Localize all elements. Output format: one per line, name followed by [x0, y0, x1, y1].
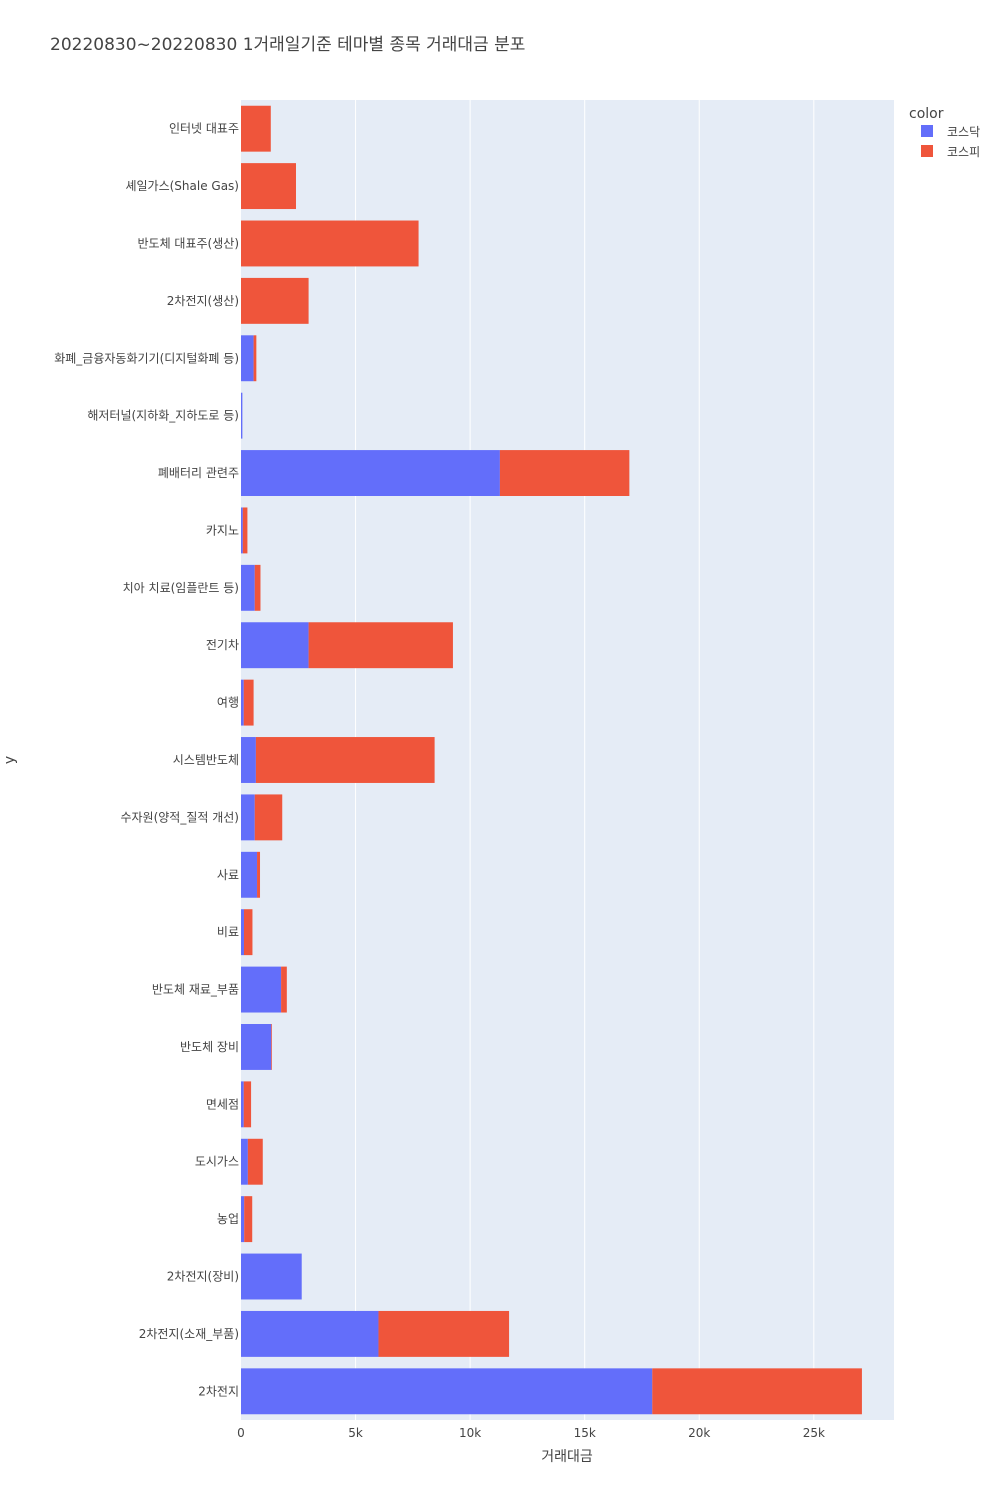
- y-tick-label: 치아 치료(임플란트 등): [123, 581, 239, 595]
- y-tick-label: 2차전지(생산): [167, 294, 239, 308]
- bar-kospi: [652, 1368, 862, 1415]
- y-tick-label: 시스템반도체: [173, 753, 239, 767]
- bar-kosdaq: [241, 1368, 653, 1415]
- legend-label: 코스닥: [947, 125, 980, 139]
- bar-kosdaq: [241, 1196, 245, 1243]
- bar-kosdaq: [241, 1024, 272, 1070]
- x-axis-title: 거래대금: [541, 1449, 593, 1465]
- bar-kosdaq: [241, 1253, 302, 1300]
- chart-title: 20220830~20220830 1거래일기준 테마별 종목 거래대금 분포: [50, 35, 525, 55]
- bar-kosdaq: [241, 966, 282, 1013]
- bar-kospi: [254, 564, 261, 611]
- bar-kosdaq: [241, 909, 244, 956]
- bar-kosdaq: [241, 737, 256, 783]
- y-tick-label: 전기차: [206, 638, 239, 652]
- bar-kosdaq: [241, 679, 244, 726]
- x-tick-label: 25k: [803, 1426, 825, 1440]
- x-tick-label: 10k: [459, 1426, 481, 1440]
- y-tick-label: 2차전지(소재_부품): [139, 1327, 239, 1341]
- y-tick-label: 셰일가스(Shale Gas): [125, 179, 239, 193]
- bar-kosdaq: [241, 507, 243, 554]
- bar-marks: [241, 105, 862, 1415]
- legend-title: color: [909, 106, 944, 122]
- bar-kosdaq: [241, 392, 243, 439]
- y-tick-label: 인터넷 대표주: [169, 122, 239, 136]
- bar-kospi: [271, 1024, 272, 1070]
- bar-kospi: [243, 1081, 252, 1128]
- y-tick-label: 2차전지(장비): [167, 1270, 239, 1284]
- y-tick-label: 면세점: [206, 1097, 239, 1111]
- y-tick-label: 반도체 대표주(생산): [138, 236, 240, 250]
- y-tick-label: 사료: [217, 868, 239, 882]
- bar-kospi: [378, 1310, 510, 1357]
- x-gridlines: [355, 100, 815, 1420]
- bar-kospi: [242, 507, 248, 554]
- y-tick-label: 해저터널(지하화_지하도로 등): [87, 409, 239, 423]
- bar-kospi: [281, 966, 287, 1013]
- bar-kosdaq: [241, 1138, 248, 1185]
- y-tick-label: 도시가스: [195, 1155, 239, 1169]
- x-tick-label: 20k: [688, 1426, 710, 1440]
- bar-kospi: [243, 679, 254, 726]
- bar-kospi: [244, 1196, 253, 1243]
- x-tick-label: 0: [237, 1426, 245, 1440]
- bar-kosdaq: [241, 622, 309, 669]
- bar-kospi: [243, 909, 253, 956]
- y-tick-label: 농업: [217, 1212, 239, 1226]
- y-tick-label: 수자원(양적_질적 개선): [120, 810, 239, 824]
- bar-kospi: [499, 450, 630, 496]
- y-tick-label: 반도체 재료_부품: [152, 983, 239, 997]
- bar-kosdaq: [241, 1081, 244, 1128]
- x-tick-labels: 0 5k 10k 15k 20k 25k: [237, 1426, 825, 1440]
- bar-kosdaq: [241, 450, 500, 496]
- bar-kospi: [255, 737, 435, 783]
- bar-kospi: [254, 794, 283, 841]
- bar-kospi: [241, 163, 296, 210]
- x-tick-label: 5k: [348, 1426, 363, 1440]
- y-tick-label: 폐배터리 관련주: [158, 466, 239, 480]
- bar-kospi: [241, 105, 271, 152]
- bar-kosdaq: [241, 851, 258, 898]
- y-tick-label: 2차전지: [198, 1384, 239, 1398]
- bar-kospi: [308, 622, 453, 669]
- bar-kospi: [257, 851, 261, 898]
- legend-label: 코스피: [947, 145, 980, 159]
- y-tick-label: 카지노: [206, 523, 239, 537]
- bar-kosdaq: [241, 1310, 379, 1357]
- y-axis-title: y: [2, 756, 18, 764]
- bar-kosdaq: [241, 794, 255, 841]
- legend-swatch: [921, 125, 933, 137]
- bar-kospi: [247, 1138, 263, 1185]
- bar-kospi: [241, 220, 419, 267]
- legend-swatch: [921, 145, 933, 157]
- bar-kospi: [241, 277, 309, 324]
- y-tick-label: 반도체 장비: [180, 1040, 239, 1054]
- bar-kospi: [253, 335, 257, 382]
- x-tick-label: 15k: [574, 1426, 596, 1440]
- y-tick-label: 여행: [217, 695, 239, 710]
- bar-kosdaq: [241, 335, 254, 382]
- y-tick-label: 비료: [217, 925, 239, 939]
- bar-kosdaq: [241, 564, 255, 611]
- y-tick-label: 화폐_금융자동화기기(디지털화폐 등): [54, 351, 239, 365]
